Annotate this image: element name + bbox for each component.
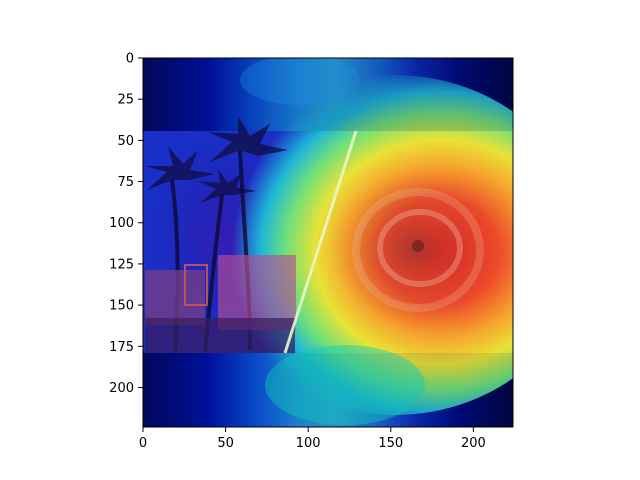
y-tick-label: 150	[109, 299, 134, 314]
y-tick-label: 0	[126, 52, 134, 67]
buildings	[145, 255, 296, 353]
y-axis: 0 25 50 75 100 125 150 175 200	[109, 52, 143, 396]
y-tick-label: 175	[109, 340, 134, 355]
y-tick-label: 200	[109, 381, 134, 396]
photo-band	[143, 75, 513, 415]
y-tick-label: 25	[117, 93, 134, 108]
y-tick-label: 125	[109, 257, 134, 272]
heatmap-image	[143, 58, 513, 427]
x-tick-label: 200	[461, 436, 486, 451]
x-axis: 0 50 100 150 200	[139, 427, 486, 451]
x-tick-label: 100	[296, 436, 321, 451]
collage-divider	[283, 130, 358, 354]
x-tick-label: 50	[217, 436, 234, 451]
y-tick-label: 75	[117, 175, 134, 190]
plot-frame	[142, 57, 514, 428]
x-tick-label: 150	[378, 436, 403, 451]
x-tick-label: 0	[139, 436, 147, 451]
y-tick-label: 50	[117, 134, 134, 149]
y-tick-label: 100	[109, 216, 134, 231]
